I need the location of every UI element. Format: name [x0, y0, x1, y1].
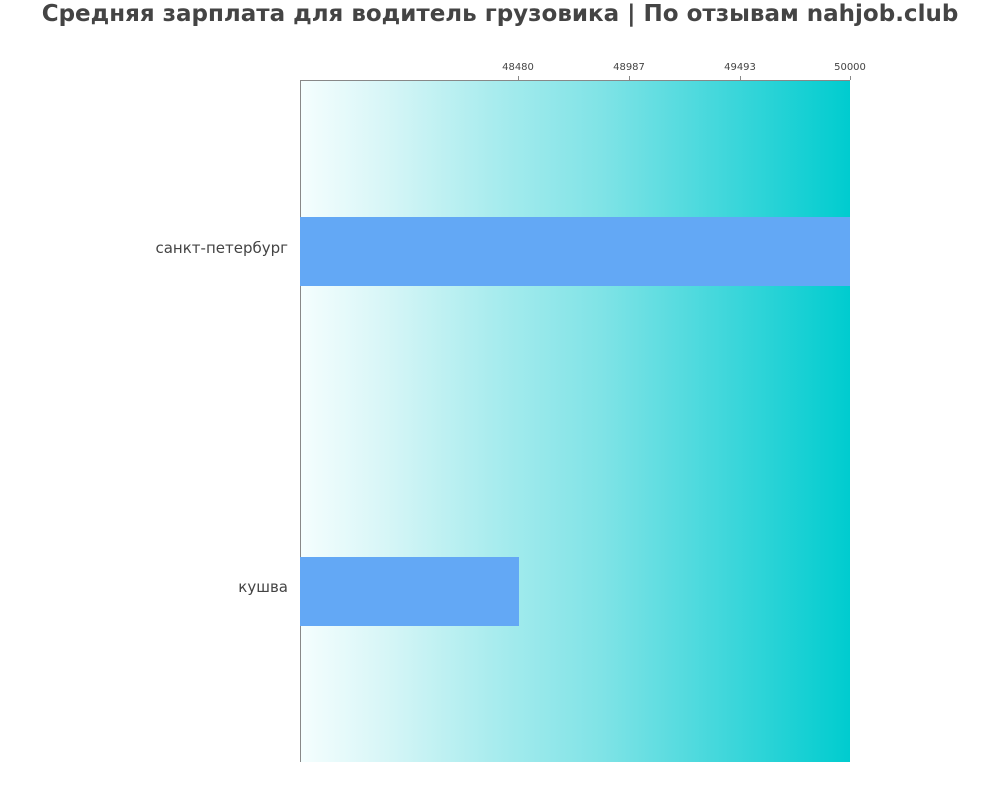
x-axis-line — [300, 80, 850, 81]
x-tick-label: 50000 — [834, 62, 866, 73]
category-label: санкт-петербург — [155, 239, 288, 257]
x-tick-label: 48987 — [613, 62, 645, 73]
category-label: кушва — [238, 578, 288, 596]
x-tick — [850, 76, 851, 80]
y-axis-line — [300, 80, 301, 762]
chart-title: Средняя зарплата для водитель грузовика … — [41, 1, 959, 27]
x-tick — [629, 76, 630, 80]
x-tick-label: 48480 — [502, 62, 534, 73]
bar-sankt-peterburg — [300, 217, 850, 286]
x-tick-label: 49493 — [724, 62, 756, 73]
bar-kushva — [300, 557, 519, 626]
x-tick — [740, 76, 741, 80]
plot-area — [300, 80, 850, 762]
x-tick — [518, 76, 519, 80]
